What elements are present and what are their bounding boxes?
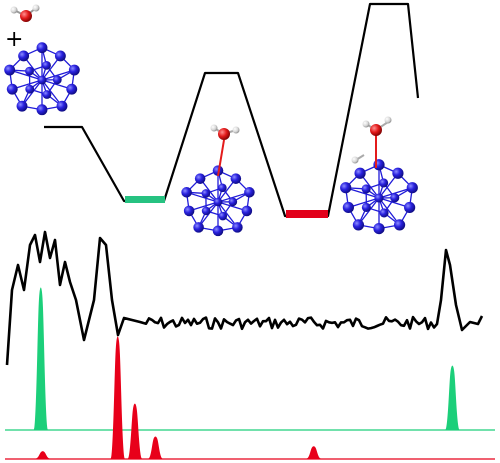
- reactant-water-molecule: [10, 4, 40, 22]
- energy-profile-line: [44, 2, 420, 218]
- cluster-atom: [6, 83, 18, 95]
- cluster-atom: [52, 75, 62, 85]
- cluster-atom: [4, 64, 16, 76]
- plus-sign: +: [5, 27, 23, 52]
- intermediate-1-cluster: [181, 165, 255, 237]
- cluster-atom: [232, 222, 243, 233]
- cluster-atom: [354, 167, 366, 179]
- cluster-atom: [66, 83, 78, 95]
- green-calculated-spectrum: [5, 287, 495, 431]
- cluster-bond: [21, 79, 43, 107]
- cluster-atom: [340, 182, 352, 194]
- adsorbed-water-1: [210, 124, 240, 177]
- experimental-spectrum-line: [5, 230, 484, 366]
- intermediate-1-level-marker: [125, 196, 165, 203]
- cluster-atom: [194, 173, 206, 184]
- cluster-atom: [201, 189, 211, 198]
- cluster-atom: [54, 50, 66, 62]
- cluster-atom: [244, 187, 255, 198]
- cluster-atom: [193, 222, 204, 233]
- cluster-atom: [36, 42, 48, 54]
- cluster-atom: [16, 100, 28, 112]
- cluster-atom: [201, 206, 211, 216]
- cluster-atom: [406, 182, 418, 194]
- cluster-atom: [352, 219, 365, 231]
- hydrogen-atom: [210, 124, 218, 132]
- cluster-atom: [342, 201, 354, 214]
- cluster-atom: [25, 66, 34, 76]
- red-calculated-spectrum: [5, 336, 495, 460]
- cluster-bond: [378, 187, 413, 199]
- cluster-atom: [42, 60, 51, 70]
- cluster-atom: [228, 197, 238, 207]
- cluster-atom: [37, 75, 47, 85]
- cluster-bond: [198, 201, 219, 228]
- hydrogen-atom: [384, 116, 392, 124]
- cluster-atom: [373, 222, 385, 235]
- cluster-bond: [217, 191, 250, 203]
- cluster-atom: [404, 201, 416, 214]
- reactant-cluster: [4, 42, 80, 116]
- cluster-atom: [18, 50, 30, 62]
- cluster-atom: [361, 202, 371, 212]
- cluster-bond: [186, 191, 219, 203]
- cluster-atom: [181, 187, 192, 198]
- hydrogen-atom: [32, 4, 40, 12]
- cluster-atom: [390, 193, 400, 203]
- oxygen-atom: [370, 124, 382, 136]
- cluster-bond: [41, 69, 75, 81]
- oxygen-atom: [218, 128, 230, 140]
- cluster-atom: [212, 225, 224, 237]
- cluster-atom: [25, 84, 35, 94]
- cluster-bond: [41, 79, 63, 107]
- adsorbed-water-2: [351, 116, 392, 168]
- cluster-atom: [36, 104, 48, 116]
- cluster-atom: [361, 184, 371, 194]
- cluster-atom: [392, 167, 404, 179]
- cluster-atom: [42, 90, 52, 99]
- cluster-atom: [68, 64, 80, 76]
- cluster-bond: [217, 201, 238, 228]
- cluster-atom: [218, 183, 227, 193]
- hydrogen-atom: [351, 156, 359, 164]
- cluster-atom: [379, 178, 389, 188]
- hydrogen-atom: [362, 120, 370, 128]
- cluster-bond: [357, 197, 380, 226]
- cluster-atom: [56, 100, 68, 112]
- hydrogen-atom: [232, 126, 240, 134]
- cluster-atom: [230, 173, 242, 184]
- cluster-atom: [183, 205, 195, 217]
- intermediate-2-level-marker: [286, 210, 328, 218]
- cluster-atom: [213, 197, 223, 207]
- cluster-atom: [379, 208, 389, 218]
- cluster-atom: [218, 211, 228, 221]
- cluster-atom: [393, 219, 406, 231]
- intermediate-2-cluster: [340, 159, 418, 235]
- cluster-atom: [241, 205, 253, 217]
- cluster-atom: [374, 193, 384, 203]
- hydrogen-atom: [10, 6, 18, 14]
- cluster-bond: [378, 197, 401, 226]
- oxygen-atom: [20, 10, 32, 22]
- cluster-bond: [345, 187, 380, 199]
- cluster-bond: [9, 69, 43, 81]
